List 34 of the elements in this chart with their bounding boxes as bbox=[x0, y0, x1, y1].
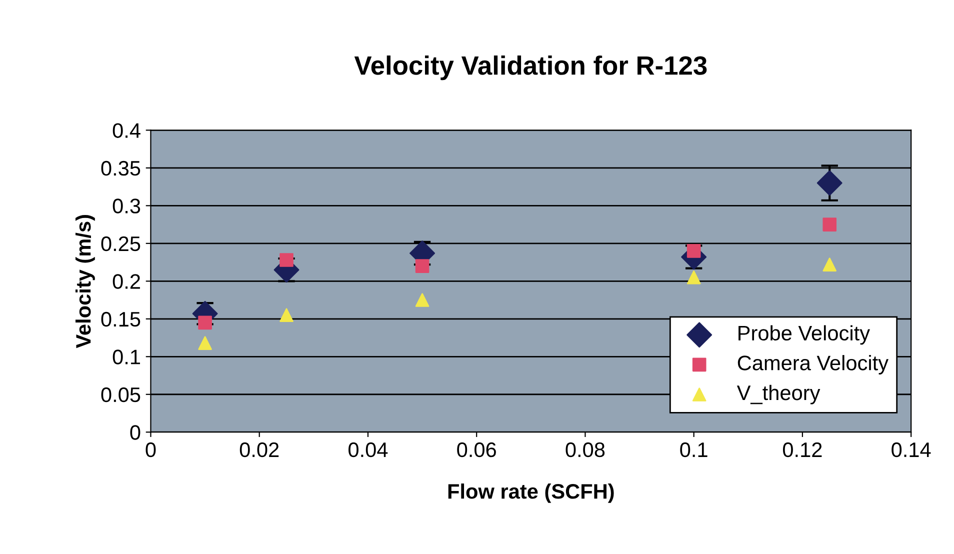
y-tick-label: 0.2 bbox=[112, 274, 140, 289]
y-tick-label: 0.05 bbox=[101, 387, 140, 402]
x-tick-label: 0.12 bbox=[782, 442, 822, 458]
y-tick-label: 0.4 bbox=[112, 123, 140, 138]
point bbox=[686, 270, 701, 284]
x-tick-label: 0 bbox=[146, 442, 156, 458]
x-tick-label: 0.02 bbox=[240, 442, 279, 458]
y-tick-label: 0.1 bbox=[112, 350, 140, 364]
y-tick-label: 0.25 bbox=[101, 236, 140, 252]
point bbox=[198, 336, 212, 350]
point bbox=[822, 218, 837, 232]
x-tick-label: 0.06 bbox=[457, 442, 496, 458]
x-tick-label: 0.1 bbox=[680, 442, 708, 458]
y-tick-label: 0.35 bbox=[101, 160, 140, 176]
point bbox=[280, 308, 294, 322]
y-tick-label: 0.3 bbox=[112, 198, 140, 214]
x-tick-label: 0.08 bbox=[566, 442, 605, 458]
point bbox=[415, 259, 430, 273]
point bbox=[415, 293, 430, 307]
point bbox=[198, 316, 212, 330]
y-axis-title: Velocity (m/s) bbox=[75, 215, 95, 348]
x-axis-title: Flow rate (SCFH) bbox=[448, 483, 614, 503]
point bbox=[822, 258, 837, 272]
point bbox=[686, 244, 701, 258]
legend-label: Probe Velocity bbox=[738, 325, 870, 345]
point bbox=[280, 253, 294, 267]
y-tick-label: 0.15 bbox=[101, 312, 140, 327]
point bbox=[816, 170, 842, 196]
x-tick-label: 0.14 bbox=[892, 442, 931, 458]
y-tick-label: 0 bbox=[130, 425, 140, 440]
legend-label: V_theory bbox=[736, 384, 820, 404]
legend-label: Camera Velocity bbox=[738, 355, 888, 374]
x-tick-label: 0.04 bbox=[348, 442, 388, 458]
chart-title: Velocity Validation for R-123 bbox=[354, 56, 707, 80]
